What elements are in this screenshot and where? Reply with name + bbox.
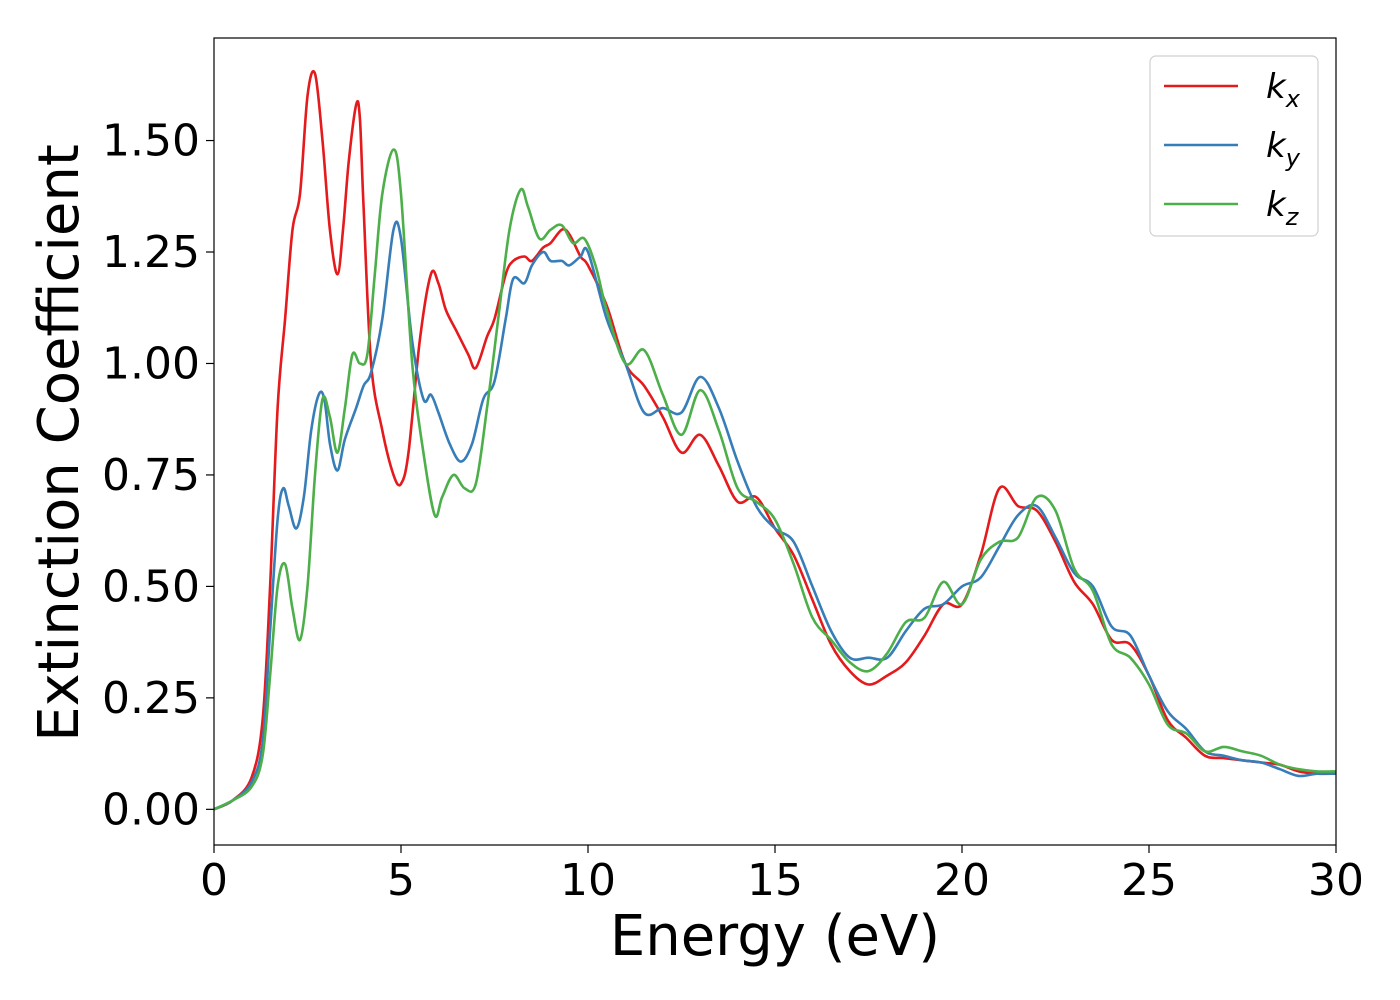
plot-area xyxy=(213,69,1337,811)
x-tick-label: 25 xyxy=(1121,855,1177,906)
x-tick-label: 15 xyxy=(747,855,803,906)
x-tick-label: 5 xyxy=(387,855,415,906)
x-axis-title: Energy (eV) xyxy=(610,904,940,969)
legend-label-z: kz xyxy=(1266,185,1300,231)
y-tick-label: 1.50 xyxy=(102,116,200,167)
y-tick-label: 1.00 xyxy=(102,338,200,389)
y-axis-ticks: 0.00 0.25 0.50 0.75 1.00 1.25 1.50 xyxy=(102,116,214,835)
x-tick-label: 20 xyxy=(934,855,990,906)
x-tick-label: 30 xyxy=(1308,855,1364,906)
y-tick-label: 1.25 xyxy=(102,227,200,278)
y-tick-label: 0.00 xyxy=(102,784,200,835)
axes-frame xyxy=(213,37,1337,846)
legend-label-x: kx xyxy=(1266,67,1301,113)
x-tick-label: 10 xyxy=(560,855,616,906)
y-tick-label: 0.25 xyxy=(102,673,200,724)
x-axis-ticks: 0 5 10 15 20 25 30 xyxy=(200,845,1364,906)
y-tick-label: 0.75 xyxy=(102,450,200,501)
legend-label-y: ky xyxy=(1266,126,1301,172)
y-tick-label: 0.50 xyxy=(102,561,200,612)
legend: kx ky kz xyxy=(1149,55,1319,237)
x-tick-label: 0 xyxy=(200,855,228,906)
y-axis-title: Extinction Coefficient xyxy=(27,144,92,742)
series-line-z xyxy=(213,148,1337,811)
